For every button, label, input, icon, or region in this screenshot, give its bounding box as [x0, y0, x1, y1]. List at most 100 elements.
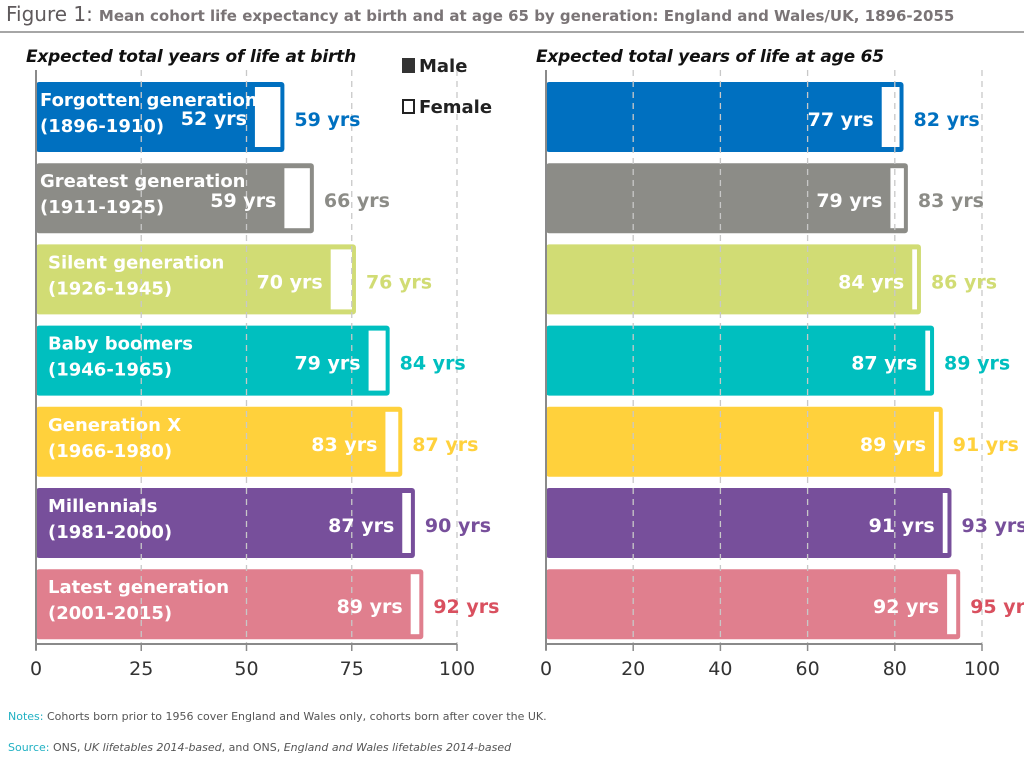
bar-female-4 — [36, 325, 390, 396]
legend-swatch-male — [402, 58, 415, 73]
female-value-label-6: 90 yrs — [425, 515, 491, 537]
bar-female-3 — [546, 244, 921, 315]
category-years-5: (1966-1980) — [48, 441, 172, 462]
x-tick-label-75: 75 — [340, 658, 364, 680]
notes-text: Cohorts born prior to 1956 cover England… — [46, 710, 547, 723]
category-name-3: Silent generation — [48, 252, 224, 273]
panel-title-birth: Expected total years of life at birth — [26, 47, 356, 67]
female-value-label-5: 87 yrs — [412, 434, 478, 456]
bar-female-gap-6 — [942, 493, 948, 553]
male-value-label-1: 52 yrs — [181, 108, 247, 130]
female-value-label-4: 84 yrs — [400, 353, 466, 375]
female-value-label-1: 59 yrs — [294, 109, 360, 131]
bar-female-7 — [36, 569, 424, 640]
female-value-label-1: 82 yrs — [914, 109, 980, 131]
bar-female-gap-4 — [368, 330, 386, 391]
category-name-4: Baby boomers — [48, 334, 193, 355]
female-value-label-2: 66 yrs — [324, 190, 390, 212]
legend-item-male: Male — [402, 56, 467, 77]
category-years-2: (1911-1925) — [40, 197, 164, 218]
female-value-label-7: 92 yrs — [433, 596, 499, 618]
x-tick-label-25: 25 — [129, 658, 153, 680]
female-value-label-6: 93 yrs — [961, 515, 1024, 537]
male-value-label-7: 92 yrs — [873, 596, 939, 618]
male-value-label-7: 89 yrs — [337, 596, 403, 618]
category-years-4: (1946-1965) — [48, 360, 172, 381]
source-part-3: , and ONS, — [221, 741, 284, 754]
x-tick-label-80: 80 — [883, 658, 907, 680]
bar-female-1 — [546, 82, 904, 152]
notes-label: Notes: — [8, 710, 44, 723]
male-value-label-6: 91 yrs — [869, 515, 935, 537]
male-value-label-6: 87 yrs — [328, 515, 394, 537]
bar-female-gap-3 — [330, 249, 352, 310]
source-part-1: ONS, — [53, 741, 84, 754]
figure-title-text: Mean cohort life expectancy at birth and… — [98, 7, 955, 25]
x-tick-label-0: 0 — [540, 658, 552, 680]
male-value-label-1: 77 yrs — [808, 109, 874, 131]
bar-female-gap-7 — [947, 574, 957, 635]
x-tick-label-50: 50 — [234, 658, 258, 680]
bar-female-2 — [546, 163, 908, 234]
female-value-label-3: 86 yrs — [931, 271, 997, 293]
male-value-label-4: 79 yrs — [294, 353, 360, 375]
female-value-label-3: 76 yrs — [366, 271, 432, 293]
legend-label-male: Male — [419, 56, 468, 77]
female-value-label-2: 83 yrs — [918, 190, 984, 212]
panel-title-age65: Expected total years of life at age 65 — [536, 47, 884, 67]
category-name-2: Greatest generation — [40, 171, 246, 192]
source-line: Source: ONS, UK lifetables 2014-based, a… — [8, 741, 511, 754]
bar-female-gap-4 — [925, 330, 931, 391]
bar-female-6 — [546, 488, 952, 558]
male-value-label-3: 84 yrs — [838, 271, 904, 293]
female-value-label-5: 91 yrs — [953, 434, 1019, 456]
x-tick-label-100: 100 — [439, 658, 475, 680]
category-name-7: Latest generation — [48, 577, 229, 598]
notes-line: Notes: Cohorts born prior to 1956 cover … — [8, 710, 547, 723]
bar-female-gap-3 — [912, 249, 917, 310]
title-divider — [0, 31, 1024, 33]
bar-female-gap-2 — [890, 168, 904, 229]
female-value-label-4: 89 yrs — [944, 353, 1010, 375]
figure-number: Figure 1: — [6, 2, 93, 26]
bar-female-gap-1 — [254, 87, 281, 147]
x-tick-label-60: 60 — [796, 658, 820, 680]
bar-female-5 — [36, 406, 403, 477]
bar-female-2 — [36, 163, 314, 234]
category-years-3: (1926-1945) — [48, 278, 172, 299]
source-label: Source: — [8, 741, 50, 754]
category-years-6: (1981-2000) — [48, 522, 172, 543]
x-tick-label-0: 0 — [30, 658, 42, 680]
male-value-label-4: 87 yrs — [851, 353, 917, 375]
bar-female-gap-2 — [284, 168, 310, 229]
bar-female-gap-5 — [385, 411, 399, 472]
source-part-4: England and Wales lifetables 2014-based — [283, 741, 512, 754]
category-name-1: Forgotten generation — [40, 90, 258, 111]
bar-female-6 — [36, 488, 415, 558]
bar-female-3 — [36, 244, 356, 315]
male-value-label-5: 89 yrs — [860, 434, 926, 456]
legend-label-female: Female — [419, 97, 493, 118]
source-part-2: UK lifetables 2014-based — [83, 741, 222, 754]
legend-swatch-female — [402, 99, 415, 114]
x-tick-label-100: 100 — [964, 658, 1000, 680]
figure-title: Figure 1: Mean cohort life expectancy at … — [6, 2, 954, 26]
bar-female-7 — [546, 569, 961, 640]
x-tick-label-20: 20 — [621, 658, 645, 680]
bar-female-gap-7 — [410, 574, 420, 635]
category-years-7: (2001-2015) — [48, 603, 172, 624]
bar-female-gap-5 — [934, 411, 939, 472]
category-name-5: Generation X — [48, 415, 181, 436]
bar-female-gap-6 — [402, 493, 411, 553]
female-value-label-7: 95 yrs — [970, 596, 1024, 618]
bar-female-gap-1 — [881, 87, 900, 147]
male-value-label-3: 70 yrs — [257, 271, 323, 293]
male-value-label-2: 59 yrs — [210, 190, 276, 212]
x-tick-label-40: 40 — [708, 658, 732, 680]
bar-female-5 — [546, 406, 943, 477]
category-name-6: Millennials — [48, 496, 157, 517]
male-value-label-2: 79 yrs — [816, 190, 882, 212]
category-years-1: (1896-1910) — [40, 116, 164, 137]
bar-female-1 — [36, 82, 285, 152]
